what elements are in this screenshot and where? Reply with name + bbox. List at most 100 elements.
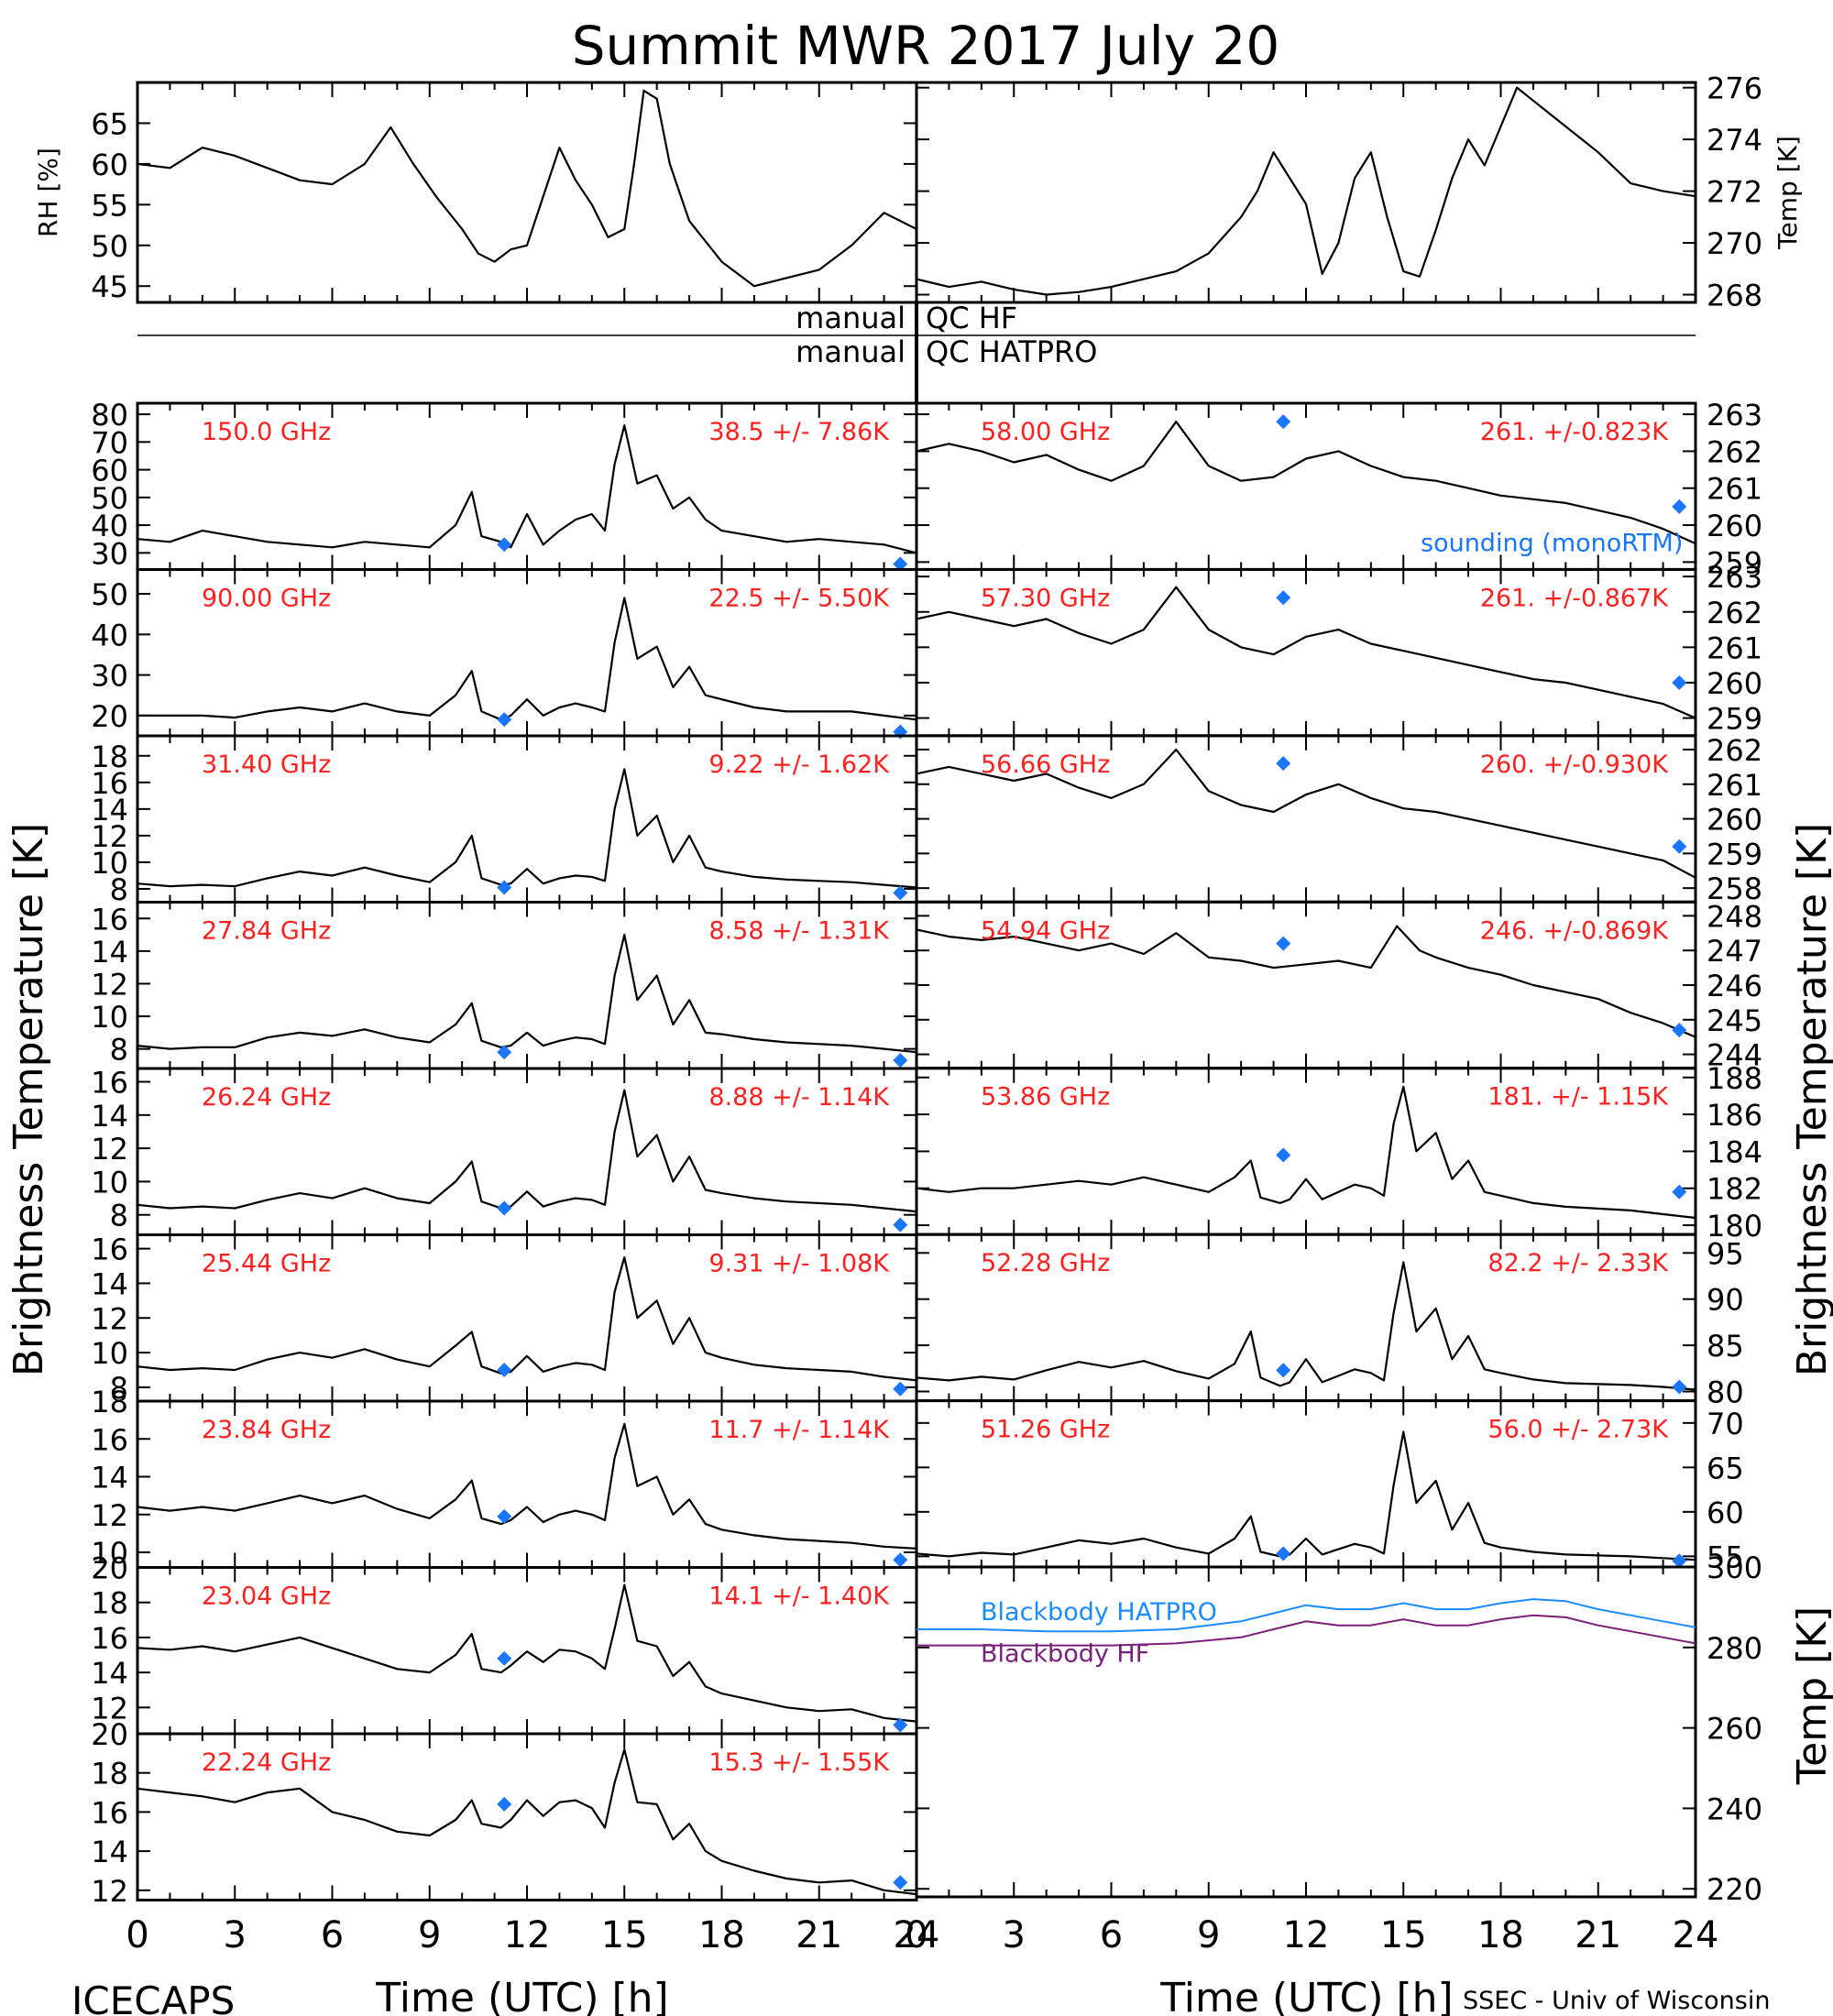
tb-left-panel-1-ytick-label: 50 [91,577,128,612]
tb-right-panel-5-ytick-label: 85 [1707,1329,1744,1364]
tb-left-panel-5-sounding-point [497,1362,512,1377]
tb-left-panel-7-stat-label: 14.1 +/- 1.40K [708,1583,890,1611]
bb-panel-series-label-0: Blackbody HATPRO [981,1598,1217,1627]
tb-right-panel-2-ytick-label: 262 [1707,733,1762,768]
rh-panel-ytick-label: 60 [91,148,128,182]
temp-panel-ytick-label: 272 [1707,175,1762,210]
x-tick-label-left: 24 [894,1914,940,1956]
rh-panel-ytick-label: 50 [91,229,128,264]
tb-left-panel-8-series-line-0 [137,1748,917,1896]
tb-right-panel-3-ytick-label: 244 [1707,1038,1762,1073]
x-axis-label-left: Time (UTC) [h] [375,1975,668,2016]
rh-panel-ytick-label: 45 [91,269,128,304]
tb-right-panel-4-stat-label: 181. +/- 1.15K [1487,1083,1669,1112]
tb-left-panel-4-stat-label: 8.88 +/- 1.14K [708,1083,890,1112]
tb-left-panel-5-ytick-label: 8 [110,1371,128,1406]
tb-left-panel-7-series-line-0 [137,1583,917,1723]
tb-left-panel-7-ytick-label: 16 [91,1621,128,1656]
tb-right-panel-4-sounding-point [1672,1184,1687,1200]
tb-left-panel-8-ytick-label: 12 [91,1874,128,1909]
tb-right-panel-5-sounding-point [1672,1379,1687,1395]
tb-right-panel-1-ytick-label: 263 [1707,560,1762,595]
tb-right-panel-6-ytick-label: 70 [1707,1407,1744,1441]
tb-left-panel-7-sounding-point [893,1717,908,1733]
tb-right-panel-2-ytick-label: 258 [1707,871,1762,906]
tb-right-panel-6-ytick-label: 60 [1707,1496,1744,1530]
tb-right-panel-2-sounding-point [1276,756,1291,772]
tb-left-panel-5-stat-label: 9.31 +/- 1.08K [708,1250,890,1278]
tb-left-panel-5-ytick-label: 14 [91,1266,128,1301]
tb-left-panel-7-sounding-point [497,1650,512,1666]
tb-left-panel-3-stat-label: 8.58 +/- 1.31K [708,917,890,946]
tb-left-panel-3-sounding-point [497,1045,512,1060]
temp-panel-ytick-label: 270 [1707,226,1762,261]
tb-right-panel-6-series-line-0 [916,1430,1696,1561]
x-tick-label-left: 12 [504,1914,551,1956]
tb-left-panel-8-ytick-label: 16 [91,1795,128,1830]
tb-right-panel-1-sounding-point [1276,590,1291,606]
tb-right-panel-0-ytick-label: 259 [1707,545,1762,580]
tb-right-panel-4-freq-label: 53.86 GHz [981,1083,1110,1112]
tb-left-panel-2-series-line-0 [137,768,917,889]
bb-panel-ytick-label: 300 [1707,1550,1762,1585]
qc-manual-hf: manual [796,301,906,335]
tb-left-panel-1-sounding-point [497,712,512,728]
x-axis-label-right: Time (UTC) [h] [1159,1975,1453,2016]
tb-left-panel-8-sounding-point [893,1875,908,1890]
tb-right-panel-1-stat-label: 261. +/-0.867K [1480,584,1669,612]
tb-left-panel-6-ytick-label: 10 [91,1536,128,1571]
tb-left-panel-0-sounding-point [893,556,908,572]
tb-right-panel-3-ytick-label: 247 [1707,934,1762,969]
tb-left-panel-2-ytick-label: 8 [110,872,128,907]
tb-left-panel-6-stat-label: 11.7 +/- 1.14K [708,1416,890,1444]
tb-right-panel-5-freq-label: 52.28 GHz [981,1249,1110,1277]
tb-left-panel-2-freq-label: 31.40 GHz [202,751,331,779]
x-tick-label-left: 21 [796,1914,842,1956]
tb-right-panel-4-ytick-label: 184 [1707,1134,1762,1169]
tb-right-panel-2-stat-label: 260. +/-0.930K [1480,751,1669,779]
tb-right-panel-1-ytick-label: 259 [1707,702,1762,737]
tb-left-panel-0-ytick-label: 60 [91,454,128,488]
tb-right-panel-3-ytick-label: 248 [1707,899,1762,934]
tb-left-panel-7-ytick-label: 12 [91,1691,128,1726]
tb-left-panel-1-series-line-0 [137,597,917,721]
tb-right-panel-5-ytick-label: 90 [1707,1283,1744,1318]
tb-right-panel-5-series-line-0 [916,1261,1696,1391]
tb-left-panel-8-freq-label: 22.24 GHz [202,1748,331,1777]
tb-left-panel-4-series-line-0 [137,1089,917,1213]
tb-left-panel-6-sounding-point [497,1508,512,1524]
figure-title: Summit MWR 2017 July 20 [572,15,1280,77]
tb-right-axis-label: Brightness Temperature [K] [1789,823,1833,1376]
tb-left-panel-0-ytick-label: 80 [91,398,128,433]
tb-left-panel-6-series-line-0 [137,1422,917,1550]
rh-axis-label: RH [%] [33,148,63,237]
tb-left-panel-0-series-line-0 [137,424,917,554]
tb-left-panel-8-ytick-label: 18 [91,1757,128,1791]
tb-right-panel-0-ytick-label: 262 [1707,434,1762,469]
x-tick-label-left: 15 [601,1914,648,1956]
tb-left-panel-6-freq-label: 23.84 GHz [202,1416,331,1444]
tb-right-panel-4-ytick-label: 188 [1707,1061,1762,1096]
temp-panel-frame [915,81,1697,304]
x-tick-label-left: 18 [698,1914,745,1956]
bb-temp-axis-label: Temp [K] [1789,1606,1833,1785]
x-tick-label-left: 9 [418,1914,441,1956]
tb-left-panel-3-sounding-point [893,1053,908,1068]
tb-right-panel-4-ytick-label: 186 [1707,1098,1762,1133]
qc-hf-label: QC HF [926,301,1017,335]
tb-right-panel-0-ytick-label: 263 [1707,398,1762,433]
tb-left-panel-3-ytick-label: 8 [110,1033,128,1068]
tb-left-panel-2-ytick-label: 12 [91,819,128,854]
tb-left-panel-4-freq-label: 26.24 GHz [202,1083,331,1112]
tb-left-panel-1-stat-label: 22.5 +/- 5.50K [708,585,890,613]
tb-left-panel-6-ytick-label: 12 [91,1498,128,1533]
rh-panel-ytick-label: 65 [91,106,128,141]
tb-right-panel-0-annotation: sounding (monoRTM) [1421,529,1683,557]
tb-left-panel-7-ytick-label: 14 [91,1656,128,1691]
tb-right-panel-1-ytick-label: 260 [1707,666,1762,701]
tb-left-panel-6-ytick-label: 18 [91,1385,128,1419]
tb-left-panel-6-ytick-label: 14 [91,1461,128,1496]
tb-right-panel-0-freq-label: 58.00 GHz [981,418,1110,446]
